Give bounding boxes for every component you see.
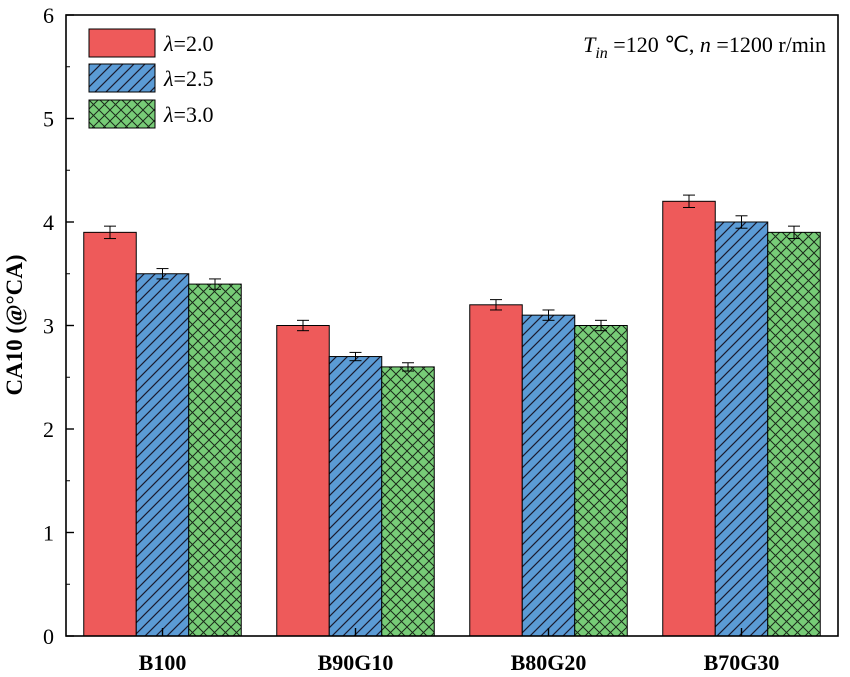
error-bars-layer xyxy=(104,194,800,372)
legend-label-series-2: λ=2.5 xyxy=(163,66,213,91)
y-axis: 0 1 2 3 4 5 6 xyxy=(43,3,74,649)
legend-swatch-series-3 xyxy=(88,99,156,129)
y-tick-label: 2 xyxy=(43,417,54,442)
bar-series-2 xyxy=(521,314,576,637)
x-tick-label: B90G10 xyxy=(318,650,394,675)
x-axis: B100 B90G10 B80G20 B70G30 xyxy=(139,628,780,675)
y-tick-label: 5 xyxy=(43,107,54,132)
legend: λ=2.0 λ=2.5 λ=3.0 xyxy=(88,28,213,129)
y-tick-label: 3 xyxy=(43,314,54,339)
y-tick-label: 4 xyxy=(43,210,54,235)
error-bar xyxy=(349,351,362,362)
error-bar xyxy=(402,362,414,372)
bar-series-2 xyxy=(328,356,383,637)
legend-label-series-3: λ=3.0 xyxy=(163,102,213,127)
bars-layer xyxy=(83,200,821,637)
error-bar xyxy=(595,319,607,332)
bar-series-3 xyxy=(381,366,435,637)
error-bar xyxy=(683,194,695,209)
x-tick-label: B70G30 xyxy=(704,650,780,675)
legend-swatch-series-2 xyxy=(88,63,156,93)
error-bar xyxy=(735,215,748,229)
error-bar xyxy=(788,225,800,240)
error-bar xyxy=(104,225,116,240)
bar-series-2 xyxy=(135,273,190,637)
bar-series-1 xyxy=(276,325,330,637)
y-axis-title: CA10 (@°CA) xyxy=(2,254,28,395)
bar-series-3 xyxy=(574,325,628,637)
condition-annotation: Tin =120 ℃, n =1200 r/min xyxy=(583,32,826,62)
y-tick-label: 1 xyxy=(43,521,54,546)
error-bar xyxy=(490,299,502,311)
x-tick-label: B80G20 xyxy=(511,650,587,675)
bar-series-1 xyxy=(662,200,716,637)
bar-series-1 xyxy=(83,231,137,637)
bar-series-2 xyxy=(714,221,769,637)
legend-swatch-series-1 xyxy=(88,28,156,58)
x-tick-label: B100 xyxy=(139,650,187,675)
error-bar xyxy=(209,278,221,290)
y-tick-label: 0 xyxy=(43,624,54,649)
bar-series-3 xyxy=(767,231,821,637)
legend-label-series-1: λ=2.0 xyxy=(163,31,213,56)
bar-series-3 xyxy=(188,283,242,637)
error-bar xyxy=(156,268,169,280)
error-bar xyxy=(297,319,309,332)
bar-series-1 xyxy=(469,304,523,637)
y-tick-label: 6 xyxy=(43,3,54,28)
error-bar xyxy=(542,309,555,321)
